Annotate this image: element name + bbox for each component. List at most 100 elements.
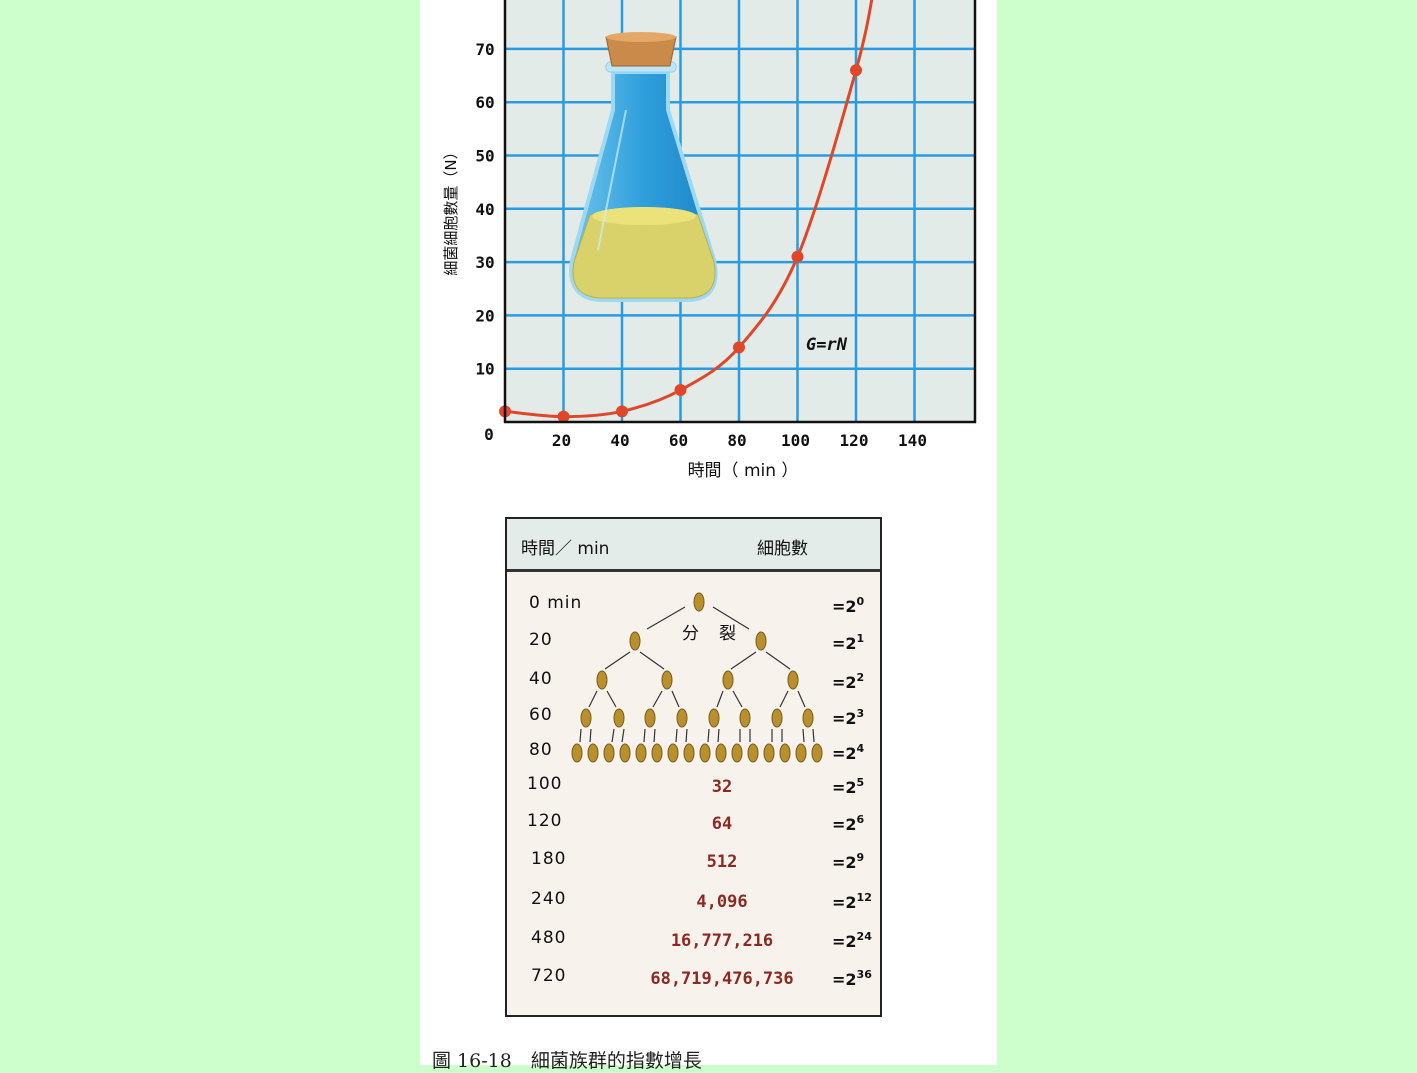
figure-caption: 圖 16-18 細菌族群的指數增長 xyxy=(432,1050,702,1072)
power-base: =2 xyxy=(832,709,857,728)
bacterium-cell xyxy=(587,743,599,763)
x-tick-label: 120 xyxy=(840,431,869,450)
row-count: 16,777,216 xyxy=(670,931,774,951)
bacterium-cell xyxy=(779,743,791,763)
power-exponent: 2 xyxy=(856,671,865,684)
row-time: 480 xyxy=(531,928,567,948)
equation-annotation: G=rN xyxy=(806,335,848,355)
power-base: =2 xyxy=(832,853,857,872)
division-line xyxy=(802,728,805,743)
bacterium-cell xyxy=(683,743,695,763)
division-label-2: 裂 xyxy=(719,624,736,644)
division-line xyxy=(646,606,686,630)
division-line xyxy=(712,606,750,630)
y-tick-labels: 0 10 20 30 40 50 60 70 xyxy=(475,40,494,444)
bacterium-cell xyxy=(676,708,688,728)
division-label-1: 分 xyxy=(682,624,699,644)
row-power: =26 xyxy=(832,813,864,834)
header-count: 細胞數 xyxy=(757,539,808,559)
row-time: 40 xyxy=(529,669,553,689)
row-power: =212 xyxy=(832,891,872,912)
division-line xyxy=(675,728,678,743)
row-count: 4,096 xyxy=(696,892,748,912)
bacterium-cell xyxy=(629,631,641,651)
division-line xyxy=(621,728,625,743)
power-exponent: 6 xyxy=(856,813,865,826)
bacterium-cell xyxy=(596,670,608,690)
y-tick-label: 60 xyxy=(475,93,494,112)
division-line xyxy=(812,728,815,743)
bacterium-cell xyxy=(635,743,647,763)
x-tick-label: 100 xyxy=(781,431,810,450)
row-time: 80 xyxy=(529,740,553,760)
bacterium-cell xyxy=(802,708,814,728)
row-time: 180 xyxy=(531,849,567,869)
y-axis-label: 細菌細胞數量（N） xyxy=(442,144,460,275)
data-point xyxy=(733,341,745,354)
row-power: =224 xyxy=(832,930,872,951)
division-line xyxy=(765,651,791,670)
y-tick-label: 0 xyxy=(484,425,494,444)
x-tick-label: 60 xyxy=(669,431,688,450)
power-base: =2 xyxy=(832,970,857,989)
power-exponent: 1 xyxy=(856,632,865,645)
division-line xyxy=(685,728,688,743)
x-tick-label: 20 xyxy=(552,431,571,450)
data-point xyxy=(616,405,628,418)
power-exponent: 3 xyxy=(856,707,865,720)
power-exponent: 5 xyxy=(856,776,865,789)
division-line xyxy=(639,651,665,670)
row-time: 720 xyxy=(531,966,567,986)
division-line xyxy=(797,690,806,708)
power-base: =2 xyxy=(832,932,857,951)
division-line xyxy=(717,728,720,743)
division-line xyxy=(653,728,656,743)
y-tick-label: 20 xyxy=(475,306,494,325)
bacterium-cell xyxy=(771,708,783,728)
row-power: =25 xyxy=(832,776,864,797)
division-line xyxy=(716,690,724,708)
row-time: 60 xyxy=(529,705,553,725)
bacterium-cell xyxy=(811,743,823,763)
power-base: =2 xyxy=(832,893,857,912)
row-count: 64 xyxy=(711,814,733,834)
row-power: =21 xyxy=(832,632,864,653)
bacterium-cell xyxy=(739,708,751,728)
bacterium-cell xyxy=(603,743,615,763)
y-tick-label: 10 xyxy=(475,360,494,379)
bacterium-cell xyxy=(763,743,775,763)
data-point xyxy=(674,384,687,397)
row-power: =236 xyxy=(832,968,872,989)
bacterium-cell xyxy=(661,670,673,690)
bacterium-cell xyxy=(708,708,720,728)
bacterium-cell xyxy=(722,670,734,690)
row-power: =22 xyxy=(832,671,864,692)
header-time: 時間／ min xyxy=(521,539,610,559)
x-tick-label: 40 xyxy=(610,431,629,450)
y-tick-label: 70 xyxy=(475,40,494,59)
data-points xyxy=(499,64,862,423)
growth-table: 時間／ min 細胞數 分 裂 0 min =20 20 =21 40 =22 60 =23 8… xyxy=(505,517,882,1017)
row-power: =29 xyxy=(832,851,864,872)
bacterium-cell xyxy=(795,743,807,763)
bacterium-cell xyxy=(580,708,592,728)
row-count: 32 xyxy=(711,777,733,797)
row-time: 100 xyxy=(527,774,563,794)
row-power: =23 xyxy=(832,707,864,728)
division-line xyxy=(579,728,582,743)
power-base: =2 xyxy=(832,673,857,692)
bacterium-cell xyxy=(731,743,743,763)
bacterium-cell xyxy=(693,592,705,612)
bacterium-cell xyxy=(667,743,679,763)
y-tick-label: 30 xyxy=(475,253,494,272)
bacterium-cell xyxy=(644,708,656,728)
y-tick-label: 50 xyxy=(475,147,494,166)
x-tick-label: 80 xyxy=(727,431,746,450)
power-base: =2 xyxy=(832,634,857,653)
power-exponent: 0 xyxy=(856,595,865,608)
data-point xyxy=(791,250,804,263)
division-line xyxy=(730,651,757,670)
x-tick-label: 140 xyxy=(898,431,927,450)
bacterium-cell xyxy=(651,743,663,763)
power-exponent: 4 xyxy=(856,742,865,755)
